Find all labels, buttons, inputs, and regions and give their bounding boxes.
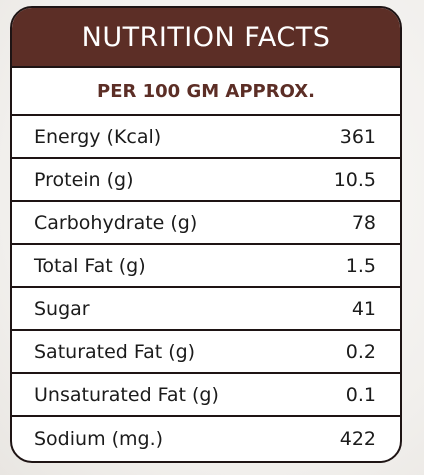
row-label: Protein (g)	[34, 168, 134, 191]
row-label: Unsaturated Fat (g)	[34, 383, 219, 406]
row-label: Total Fat (g)	[34, 254, 146, 277]
row-value: 0.2	[345, 340, 376, 363]
row-value: 78	[351, 211, 376, 234]
nutrition-row-protein: Protein (g) 10.5	[12, 159, 400, 202]
panel-header: NUTRITION FACTS	[12, 8, 400, 68]
nutrition-facts-panel: NUTRITION FACTS PER 100 GM APPROX. Energ…	[10, 6, 402, 463]
row-label: Energy (Kcal)	[34, 125, 162, 148]
panel-subtitle: PER 100 GM APPROX.	[97, 80, 315, 102]
nutrition-row-saturated-fat: Saturated Fat (g) 0.2	[12, 331, 400, 374]
row-value: 422	[339, 427, 376, 450]
panel-title: NUTRITION FACTS	[81, 21, 331, 53]
nutrition-row-carbohydrate: Carbohydrate (g) 78	[12, 202, 400, 245]
row-value: 41	[351, 297, 376, 320]
nutrition-row-total-fat: Total Fat (g) 1.5	[12, 245, 400, 288]
row-value: 361	[339, 125, 376, 148]
row-label: Carbohydrate (g)	[34, 211, 198, 234]
row-label: Sodium (mg.)	[34, 427, 164, 450]
row-label: Sugar	[34, 297, 90, 320]
row-label: Saturated Fat (g)	[34, 340, 196, 363]
row-value: 10.5	[333, 168, 376, 191]
row-value: 0.1	[345, 383, 376, 406]
panel-subheader: PER 100 GM APPROX.	[12, 68, 400, 116]
row-value: 1.5	[345, 254, 376, 277]
nutrition-row-sodium: Sodium (mg.) 422	[12, 417, 400, 460]
nutrition-row-sugar: Sugar 41	[12, 288, 400, 331]
nutrition-row-unsaturated-fat: Unsaturated Fat (g) 0.1	[12, 374, 400, 417]
nutrition-row-energy: Energy (Kcal) 361	[12, 116, 400, 159]
